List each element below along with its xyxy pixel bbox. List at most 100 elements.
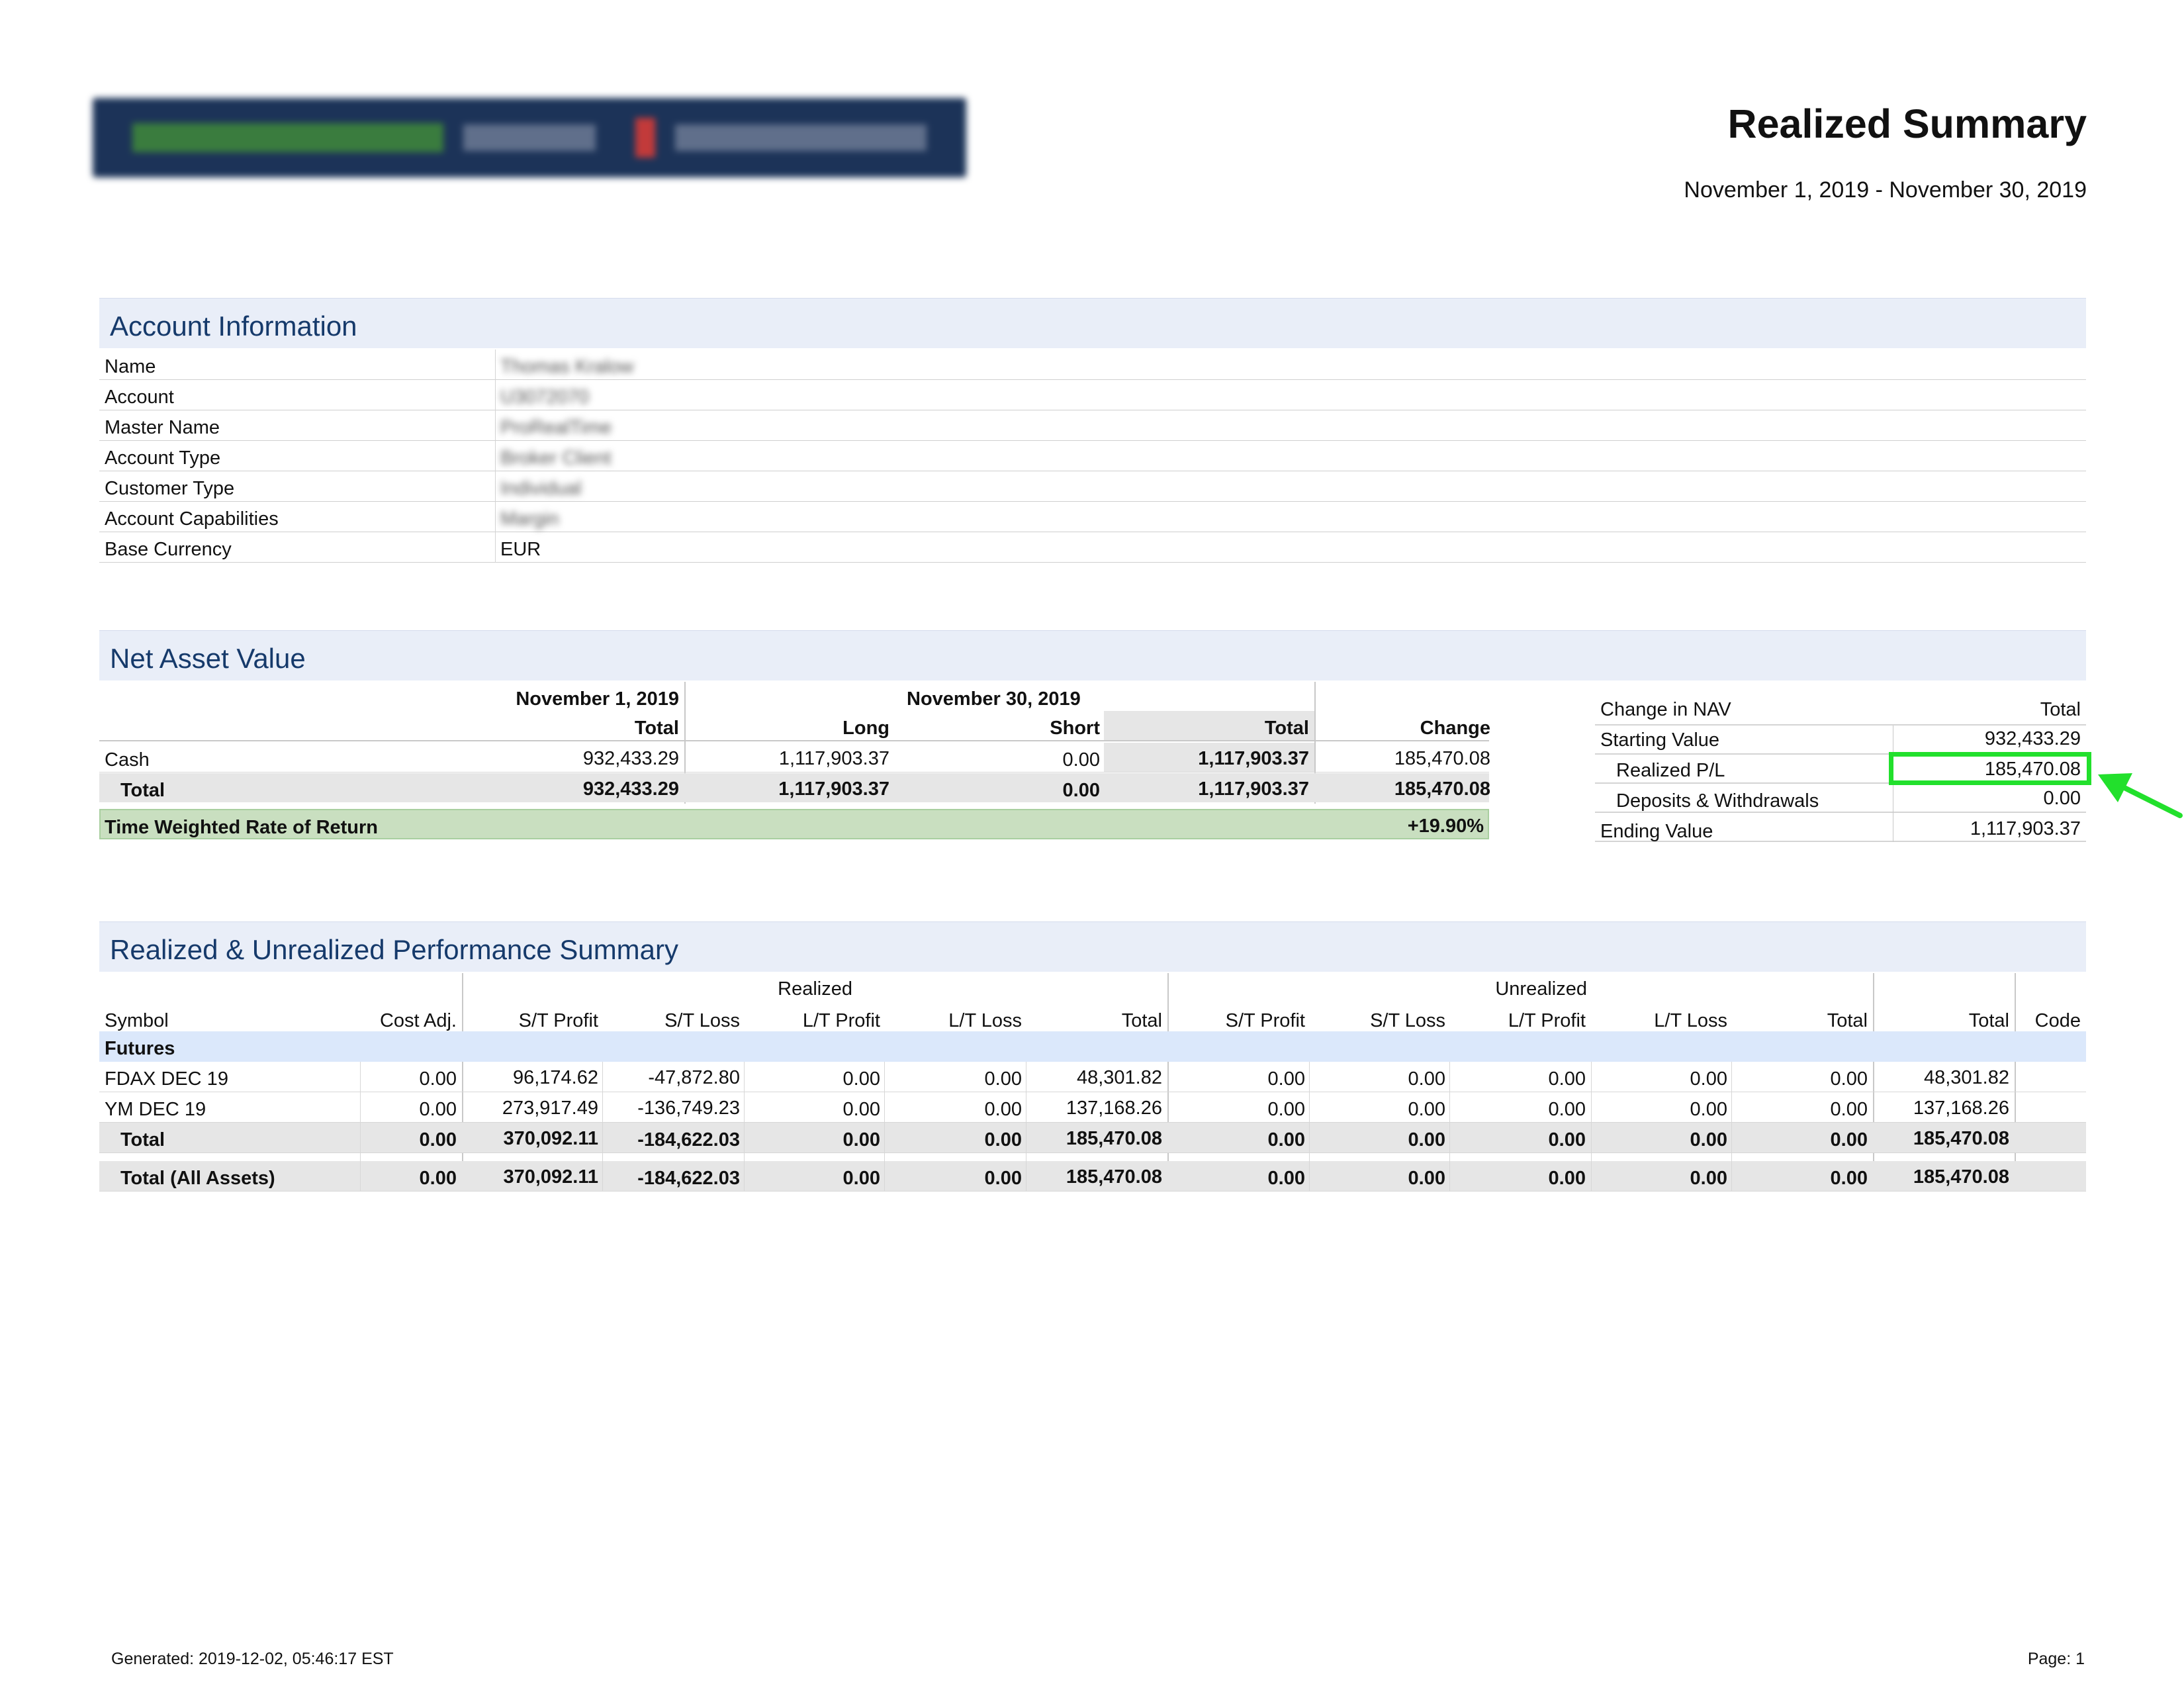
table-cell: -136,749.23	[637, 1098, 740, 1119]
row-symbol: Total (All Assets)	[120, 1168, 275, 1189]
col-header-unrealized-lt-profit: L/T Profit	[1508, 1010, 1586, 1031]
table-cell: 0.00	[984, 1129, 1022, 1150]
page-number: Page: 1	[2027, 1650, 2085, 1668]
table-cell: 370,092.11	[503, 1128, 598, 1149]
change-in-nav-value: 932,433.29	[1984, 728, 2081, 749]
table-cell: 0.00	[1690, 1168, 1727, 1189]
generated-timestamp: Generated: 2019-12-02, 05:46:17 EST	[111, 1650, 394, 1668]
nav-cell: 0.00	[1062, 749, 1100, 771]
account-info-row: Name Thomas Kralow	[99, 350, 2086, 380]
table-cell: 0.00	[419, 1068, 457, 1090]
nav-col-long: Long	[842, 718, 889, 739]
table-cell: 0.00	[1408, 1168, 1445, 1189]
nav-col-total-start: Total	[634, 718, 679, 739]
change-in-nav-label: Realized P/L	[1616, 760, 1725, 781]
field-value: EUR	[500, 539, 541, 560]
field-value: Thomas Kralow	[500, 356, 634, 377]
field-label: Master Name	[105, 417, 220, 438]
table-cell: -47,872.80	[648, 1067, 740, 1088]
field-value: ProRealTime	[500, 417, 612, 438]
table-cell: 0.00	[1548, 1168, 1586, 1189]
table-cell: 0.00	[419, 1099, 457, 1120]
table-cell: 137,168.26	[1066, 1098, 1162, 1119]
table-cell: 0.00	[1408, 1099, 1445, 1120]
nav-cell: 1,117,903.37	[778, 778, 889, 800]
nav-cell: 932,433.29	[582, 778, 679, 800]
nav-row-label: Cash	[105, 749, 150, 771]
change-in-nav-row	[1595, 813, 2086, 842]
account-info-heading: Account Information	[99, 298, 2086, 348]
nav-row-cash	[99, 743, 1489, 773]
change-in-nav-label: Starting Value	[1600, 729, 1720, 751]
account-info-row: Base Currency EUR	[99, 532, 2086, 563]
table-cell: 0.00	[1548, 1099, 1586, 1120]
table-cell: 0.00	[1267, 1068, 1305, 1090]
col-header-total: Total	[1968, 1010, 2009, 1031]
change-in-nav-header	[1595, 696, 2086, 726]
annotation-arrow-icon	[2098, 773, 2183, 818]
table-cell: 0.00	[1408, 1068, 1445, 1090]
table-cell: 0.00	[1690, 1099, 1727, 1120]
table-cell: -184,622.03	[637, 1129, 740, 1150]
table-cell: 0.00	[1548, 1129, 1586, 1150]
field-label: Base Currency	[105, 539, 232, 560]
col-header-unrealized-st-loss: S/T Loss	[1370, 1010, 1445, 1031]
field-label: Customer Type	[105, 478, 235, 499]
table-cell: 0.00	[1548, 1068, 1586, 1090]
table-cell: 0.00	[842, 1099, 880, 1120]
table-cell: 48,301.82	[1923, 1067, 2009, 1088]
nav-cell: 0.00	[1062, 780, 1100, 801]
change-in-nav-row	[1595, 755, 2086, 784]
col-header-symbol: Symbol	[105, 1010, 169, 1031]
group-unrealized: Unrealized	[1495, 978, 1587, 1000]
nav-cell: 1,117,903.37	[1198, 778, 1309, 800]
change-in-nav-row	[1595, 726, 2086, 755]
change-in-nav-heading: Change in NAV	[1600, 699, 1731, 720]
col-header-realized-total: Total	[1121, 1010, 1162, 1031]
table-cell: 96,174.62	[512, 1067, 598, 1088]
field-value: U3072070	[500, 387, 589, 408]
nav-date-start: November 1, 2019	[516, 688, 679, 710]
nav-col-short: Short	[1050, 718, 1100, 739]
table-cell: 0.00	[1690, 1129, 1727, 1150]
change-in-nav-value: 0.00	[2043, 788, 2081, 809]
table-cell: 0.00	[842, 1168, 880, 1189]
nav-row-label: Total	[120, 780, 165, 801]
table-cell: 48,301.82	[1076, 1067, 1162, 1088]
field-label: Name	[105, 356, 156, 377]
row-symbol: FDAX DEC 19	[105, 1068, 228, 1090]
col-header-realized-lt-profit: L/T Profit	[802, 1010, 880, 1031]
table-cell: 0.00	[984, 1168, 1022, 1189]
col-header-unrealized-total: Total	[1827, 1010, 1868, 1031]
twrr-row	[99, 809, 1489, 839]
report-period: November 1, 2019 - November 30, 2019	[1684, 177, 2087, 203]
account-info-row: Account Capabilities Margin	[99, 502, 2086, 532]
account-info-row: Customer Type Individual	[99, 471, 2086, 502]
field-value: Individual	[500, 478, 582, 499]
row-symbol: Total	[120, 1129, 165, 1150]
table-cell: 0.00	[1690, 1068, 1727, 1090]
category-row-futures	[99, 1031, 2086, 1062]
report-title: Realized Summary	[1727, 101, 2087, 146]
table-row-grand-total	[99, 1161, 2086, 1192]
table-cell: 0.00	[842, 1129, 880, 1150]
broker-logo	[93, 98, 966, 177]
table-cell: 0.00	[1830, 1129, 1868, 1150]
table-cell: 0.00	[984, 1068, 1022, 1090]
table-cell: 137,168.26	[1913, 1098, 2009, 1119]
category-label: Futures	[105, 1038, 175, 1059]
nav-cell: 185,470.08	[1394, 778, 1490, 800]
change-in-nav-value: 1,117,903.37	[1970, 818, 2081, 839]
nav-cell: 932,433.29	[582, 748, 679, 769]
nav-heading: Net Asset Value	[99, 630, 2086, 680]
nav-col-total-end: Total	[1264, 718, 1309, 739]
table-cell: 0.00	[1830, 1068, 1868, 1090]
field-label: Account	[105, 387, 174, 408]
account-info-row: Account Type Broker Client	[99, 441, 2086, 471]
table-cell: 0.00	[1830, 1168, 1868, 1189]
col-header-unrealized-lt-loss: L/T Loss	[1654, 1010, 1727, 1031]
table-cell: 0.00	[1830, 1099, 1868, 1120]
field-label: Account Capabilities	[105, 508, 279, 530]
twrr-value: +19.90%	[1407, 816, 1484, 837]
table-cell: 185,470.08	[1066, 1128, 1162, 1149]
